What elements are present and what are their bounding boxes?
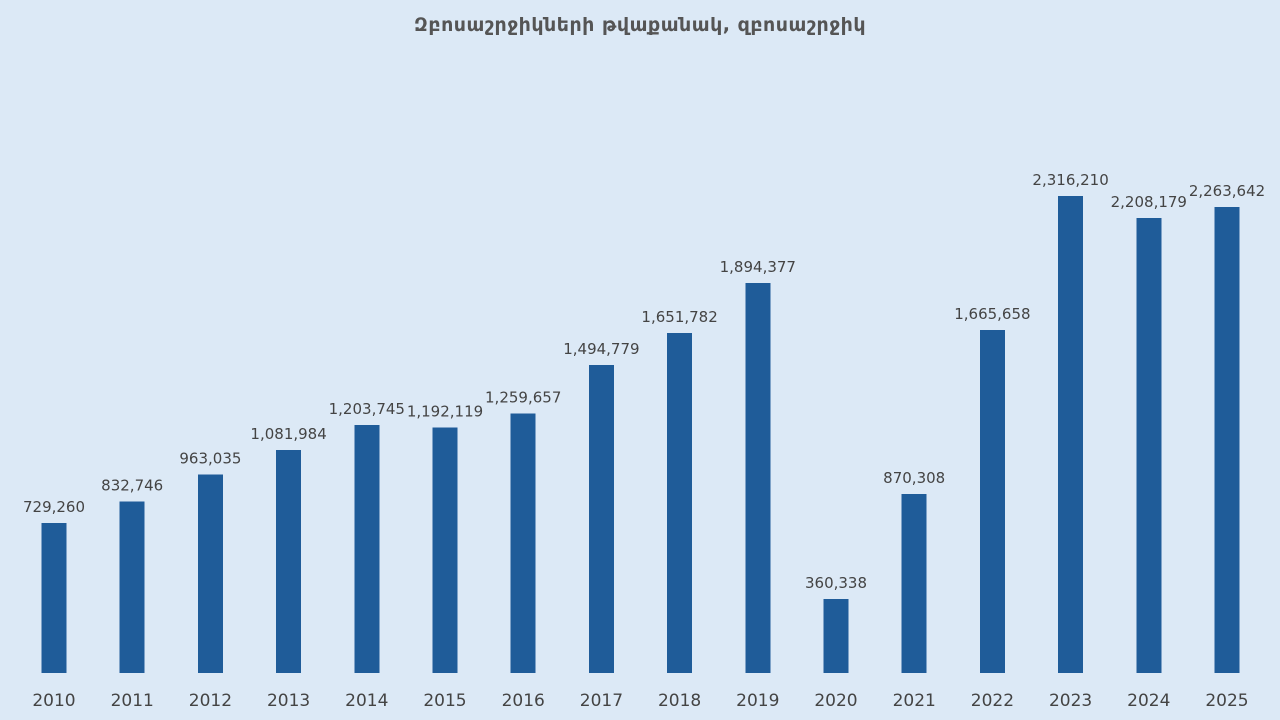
data-label-2018: 1,651,782: [641, 308, 717, 326]
data-label-2023: 2,316,210: [1032, 171, 1108, 189]
x-tick-label-2021: 2021: [893, 691, 936, 711]
bar-2012: [197, 474, 223, 673]
data-label-2019: 1,894,377: [720, 258, 796, 276]
bar-2019: [745, 282, 771, 673]
bar-2020: [823, 598, 849, 673]
data-label-2011: 832,746: [101, 477, 163, 495]
bar-2017: [588, 365, 614, 673]
x-tick-label-2013: 2013: [267, 691, 310, 711]
x-tick-label-2016: 2016: [502, 691, 545, 711]
x-tick-label-2018: 2018: [658, 691, 701, 711]
x-tick-label-2022: 2022: [971, 691, 1014, 711]
bar-2021: [901, 493, 927, 673]
x-tick-label-2010: 2010: [32, 691, 75, 711]
x-tick-label-2025: 2025: [1205, 691, 1248, 711]
bar-2016: [510, 413, 536, 673]
bar-2022: [979, 330, 1005, 673]
data-label-2010: 729,260: [23, 498, 85, 516]
data-label-2021: 870,308: [883, 469, 945, 487]
bar-2013: [276, 450, 302, 673]
data-label-2024: 2,208,179: [1111, 193, 1187, 211]
x-tick-label-2014: 2014: [345, 691, 388, 711]
x-tick-label-2017: 2017: [580, 691, 623, 711]
chart-title: Զբոսաշրջիկների թվաքանակ, զբոսաշրջիկ: [413, 14, 867, 36]
bar-2014: [354, 425, 380, 673]
data-label-2020: 360,338: [805, 574, 867, 592]
bar-2011: [119, 501, 145, 673]
data-label-2013: 1,081,984: [250, 425, 326, 443]
x-tick-label-2019: 2019: [736, 691, 779, 711]
data-label-2022: 1,665,658: [954, 305, 1030, 323]
data-label-2016: 1,259,657: [485, 389, 561, 407]
bar-2023: [1058, 196, 1084, 673]
data-label-2025: 2,263,642: [1189, 182, 1265, 200]
x-tick-label-2011: 2011: [111, 691, 154, 711]
bar-2010: [41, 522, 67, 673]
x-tick-label-2020: 2020: [814, 691, 857, 711]
x-tick-label-2023: 2023: [1049, 691, 1092, 711]
data-label-2012: 963,035: [179, 450, 241, 468]
bar-2015: [432, 427, 458, 673]
data-label-2015: 1,192,119: [407, 403, 483, 421]
bar-2018: [667, 332, 693, 673]
x-tick-label-2024: 2024: [1127, 691, 1170, 711]
bar-2024: [1136, 218, 1162, 673]
bar-2025: [1214, 206, 1240, 674]
x-tick-label-2015: 2015: [423, 691, 466, 711]
x-tick-label-2012: 2012: [189, 691, 232, 711]
data-label-2017: 1,494,779: [563, 340, 639, 358]
data-label-2014: 1,203,745: [329, 400, 405, 418]
